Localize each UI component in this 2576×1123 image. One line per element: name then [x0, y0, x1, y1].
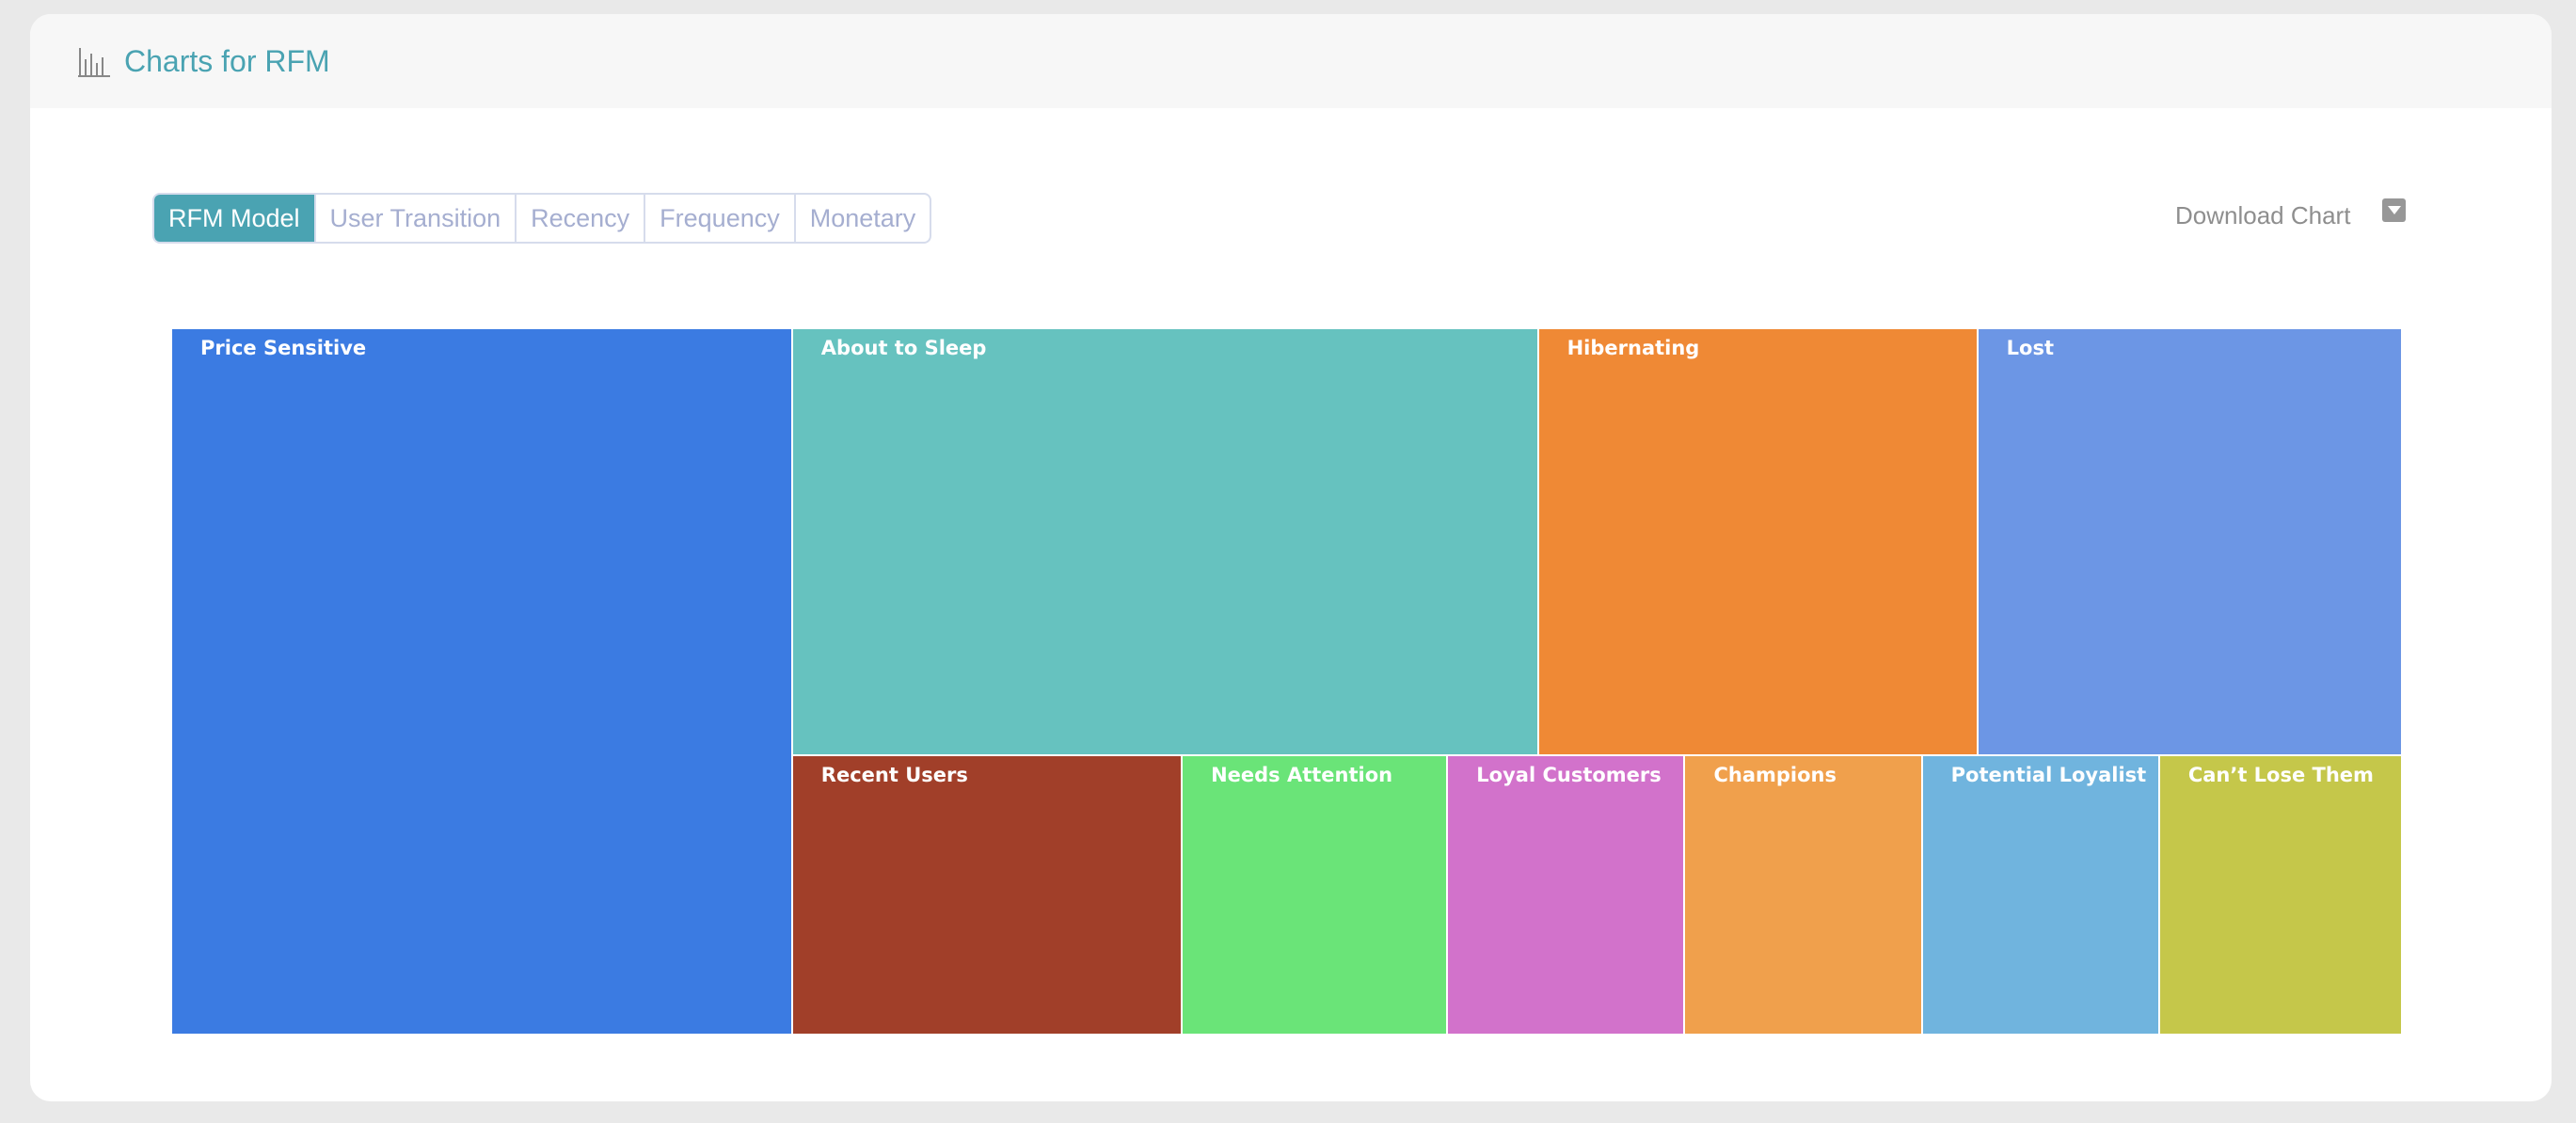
treemap-cell-potential-loyalist[interactable]: Potential Loyalist — [1921, 755, 2159, 1035]
download-chart-button[interactable]: Download Chart — [2175, 201, 2351, 229]
treemap-label: Price Sensitive — [200, 337, 367, 359]
tab-monetary[interactable]: Monetary — [793, 195, 930, 242]
treemap-label: Hibernating — [1566, 337, 1700, 359]
treemap-cell-loyal-customers[interactable]: Loyal Customers — [1447, 755, 1685, 1035]
tab-recency[interactable]: Recency — [515, 195, 644, 242]
charts-panel: Charts for RFM RFM Model User Transition… — [30, 14, 2552, 1101]
treemap-label: Loyal Customers — [1476, 764, 1662, 787]
treemap-cell-recent-users[interactable]: Recent Users — [791, 755, 1183, 1035]
treemap-cell-hibernating[interactable]: Hibernating — [1537, 328, 1978, 756]
treemap-cell-lost[interactable]: Lost — [1977, 328, 2402, 756]
tab-frequency[interactable]: Frequency — [644, 195, 794, 242]
treemap-cell-price-sensitive[interactable]: Price Sensitive — [171, 328, 792, 1035]
page-title: Charts for RFM — [124, 44, 330, 78]
treemap-label: Champions — [1713, 764, 1837, 787]
treemap-cell-about-to-sleep[interactable]: About to Sleep — [791, 328, 1538, 756]
treemap-label: Needs Attention — [1211, 764, 1393, 787]
panel-header: Charts for RFM — [30, 14, 2552, 108]
treemap-cell-can-t-lose-them[interactable]: Can’t Lose Them — [2158, 755, 2402, 1035]
treemap-label: Lost — [2006, 337, 2054, 359]
treemap-label: Can’t Lose Them — [2187, 764, 2374, 787]
tab-user-transition[interactable]: User Transition — [313, 195, 516, 242]
treemap-label: About to Sleep — [820, 337, 987, 359]
tab-rfm-model[interactable]: RFM Model — [154, 195, 314, 242]
treemap-cell-needs-attention[interactable]: Needs Attention — [1182, 755, 1448, 1035]
treemap-cell-champions[interactable]: Champions — [1684, 755, 1922, 1035]
rfm-treemap: Price Sensitive About to Sleep Hibernating… — [171, 328, 2402, 1035]
chart-tabs: RFM Model User Transition Recency Freque… — [152, 193, 932, 244]
dropdown-caret-icon[interactable] — [2382, 198, 2406, 222]
treemap-label: Potential Loyalist — [1950, 764, 2147, 787]
treemap-label: Recent Users — [820, 764, 968, 787]
bar-chart-icon — [78, 48, 110, 77]
